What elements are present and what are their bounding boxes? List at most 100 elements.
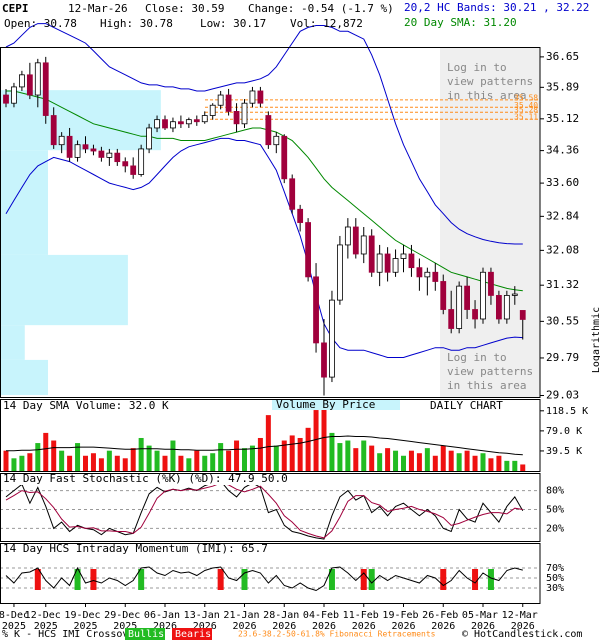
y-tick-label: 70% [546,563,564,574]
y-tick-label: 80% [546,486,564,497]
volume-bar [488,458,494,471]
volume-bar [249,445,255,471]
volume-bar [35,443,41,471]
locked-text: Log in to [447,351,507,364]
crossover-marker [34,569,41,590]
candle-body [480,271,486,320]
volume-bar [401,455,406,471]
volume-bar [114,455,120,471]
y-axis-label: Logarithmic [591,307,600,373]
y-tick-label: 32.84 [546,209,579,222]
candle-body [241,102,248,125]
y-tick-label: 39.5 K [546,446,582,457]
upper-band [5,23,523,245]
high: High: 30.78 [100,17,173,30]
volume-bar [480,453,486,471]
volume-bar [19,455,25,471]
candle-body [201,115,208,123]
candle-body [440,281,447,310]
volume-bar [59,450,65,471]
fibonacci-legend: 23.6-38.2-50-61.8% Fibonacci Retracement… [238,630,436,639]
volume-bar [512,460,518,471]
candle-body [456,285,463,329]
candle-body [281,135,288,180]
panel-frame [0,399,541,472]
volume-bar [226,450,232,471]
x-tick-label: 28-Jan 2026 [263,610,305,632]
candle-body [3,94,9,104]
x-tick-label-line: 2026 [312,621,336,632]
candle-body [11,86,17,104]
candle-body [26,74,33,96]
candle-body [352,226,359,255]
crossover-marker [328,569,335,590]
volume-bar [154,450,160,471]
candle-body [495,295,502,320]
x-tick-label: 19-Feb 2026 [382,610,424,632]
x-tick-label-line: 2026 [272,621,296,632]
volume-bar [424,448,430,471]
fibonacci-label: 35.11 [514,113,538,122]
candle-body [424,271,431,278]
volume-bar [361,440,367,471]
candle-body [82,144,89,150]
volume-bar [472,455,478,471]
volume-by-price-bar [1,359,48,395]
volume-bar [440,445,446,471]
x-tick-label-line: 2026 [153,621,177,632]
volume-bar [27,453,33,471]
candle-body [58,135,65,146]
candle-body [138,148,145,175]
bands-legend: 20,2 HC Bands: 30.21 , 32.22 [404,1,589,14]
candle-body [209,104,216,116]
candle-body [162,119,168,129]
volume-bar [337,443,343,471]
candle-body [146,127,153,150]
x-tick-label-line: 26-Feb [422,610,464,621]
candle-body [122,161,129,167]
x-tick-label: 06-Jan 2026 [144,610,186,632]
locked-text: view patterns [447,365,533,378]
volume-bar [385,448,391,471]
candle-body [360,235,367,255]
candle-body [368,235,375,273]
x-tick-label: 29-Dec 2025 [104,610,146,632]
crossover-label: % K - HCS IMI Crossover: [2,629,147,640]
candle-body [193,119,200,123]
volume: Vol: 12,872 [290,17,363,30]
candle-body [90,148,97,152]
candle-body [106,152,113,158]
candle-body [511,293,518,296]
crossover-marker [487,569,494,590]
x-tick-label-line: 12-Mar [502,610,544,621]
volume-by-price-bar [1,254,128,326]
x-tick-label-line: 2026 [352,621,376,632]
vbp-label-bg [272,399,400,410]
volume-bar [130,448,136,471]
candle-body [400,253,407,259]
x-tick-label-line: 2026 [193,621,217,632]
x-tick-label-line: 2026 [431,621,455,632]
candle-body [472,309,478,320]
volume-bar [170,440,176,471]
y-tick-label: 118.5 K [546,406,588,417]
candle-body [408,253,415,269]
candle-body [257,90,264,104]
x-tick-label: 26-Feb 2026 [422,610,464,632]
candle-body [114,152,121,163]
x-tick-label-line: 21-Jan [223,610,265,621]
locked-text: view patterns [447,75,533,88]
candle-body [177,121,184,125]
title-bg [1,400,161,411]
volume-bar [146,445,152,471]
candle-body [50,115,57,146]
panel-frame [0,543,541,604]
candle-body [488,271,494,296]
x-tick-label-line: 2025 [34,621,58,632]
vbp-label: Volume By Price [276,398,375,411]
candle-body [18,74,25,88]
panel-title: 14 Day HCS Intraday Momentum (IMI): 65.7 [3,542,268,555]
y-tick-label: 31.32 [546,278,579,291]
candle-body [130,165,137,175]
volume-sma-line [6,435,523,456]
